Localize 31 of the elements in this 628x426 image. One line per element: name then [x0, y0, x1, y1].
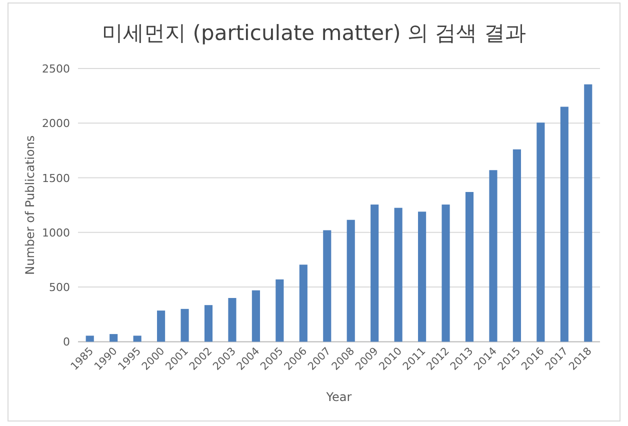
- bar: [418, 212, 426, 342]
- bar: [252, 290, 260, 342]
- y-tick-label: 2000: [42, 117, 70, 130]
- bar: [442, 204, 450, 342]
- bar: [157, 310, 166, 342]
- bar: [584, 84, 592, 342]
- bar: [536, 122, 545, 342]
- bar: [204, 305, 213, 342]
- bar: [560, 106, 568, 342]
- bar: [346, 220, 355, 342]
- y-tick-label: 2500: [42, 62, 70, 76]
- bar: [276, 279, 284, 342]
- x-axis-title: Year: [325, 390, 352, 404]
- bar: [110, 334, 118, 342]
- y-tick-label: 0: [63, 336, 70, 349]
- bar: [489, 170, 498, 342]
- bar: [133, 336, 142, 342]
- bar: [180, 308, 189, 342]
- y-tick-label: 500: [49, 281, 70, 294]
- bar: [228, 298, 236, 342]
- y-tick-label: 1500: [42, 172, 70, 185]
- chart-title: 미세먼지 (particulate matter) 의 검색 결과: [102, 21, 526, 45]
- bar: [299, 264, 308, 342]
- y-axis-title: Number of Publications: [23, 135, 37, 275]
- bar: [86, 336, 94, 342]
- y-tick-label: 1000: [42, 226, 70, 240]
- bar: [323, 230, 332, 342]
- bar: [394, 208, 402, 342]
- bar: [465, 192, 474, 342]
- bar: [512, 149, 521, 342]
- bar: [370, 204, 379, 342]
